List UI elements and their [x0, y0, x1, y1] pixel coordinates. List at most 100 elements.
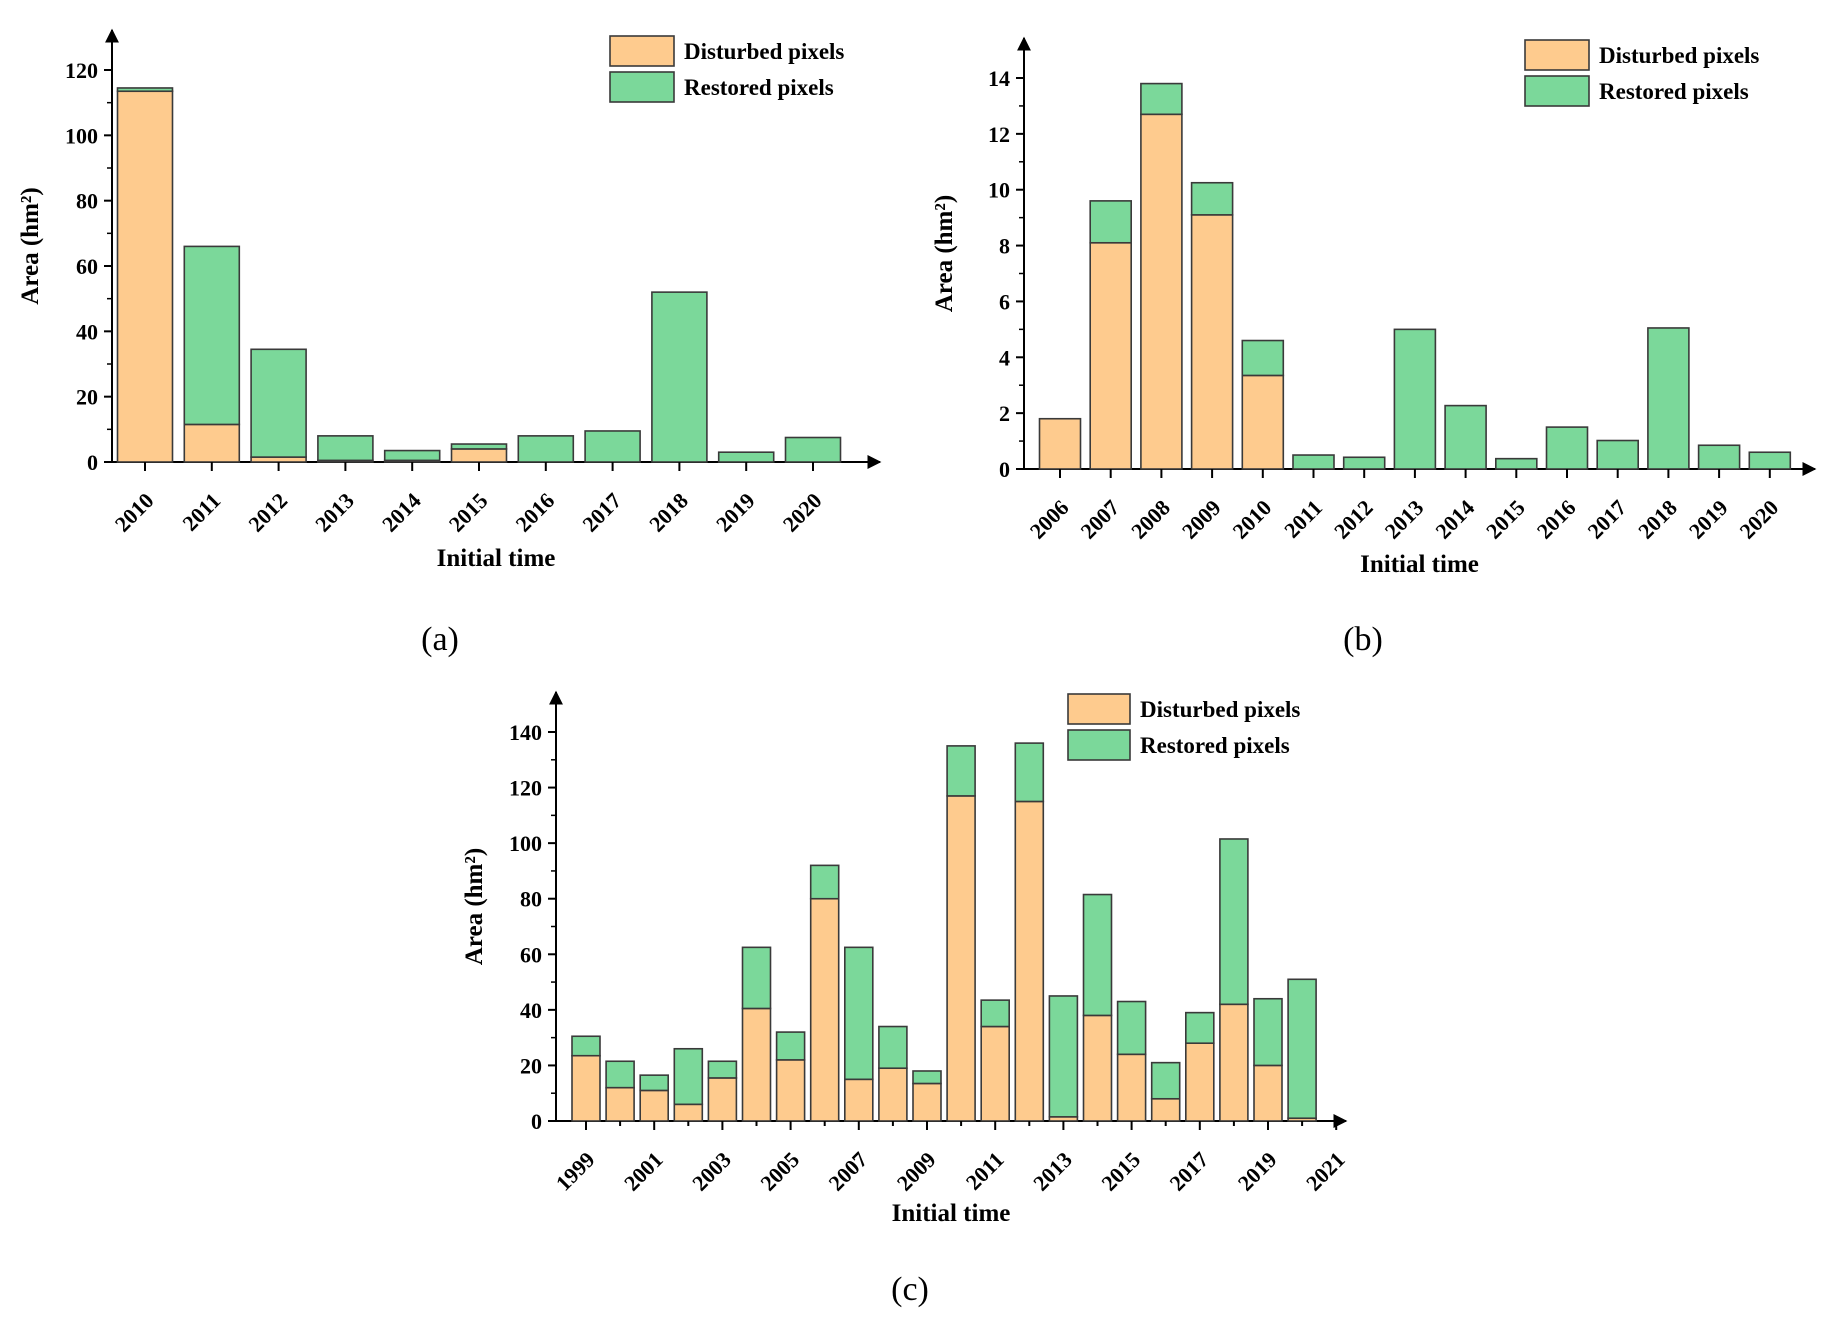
restored-bar-2001: [639, 1074, 670, 1092]
y-tick-label: 80: [76, 189, 98, 214]
restored-bar-2004: [741, 946, 772, 1010]
disturbed-bar-1999: [571, 1054, 601, 1122]
restored-bar-2011: [1292, 454, 1335, 470]
legend-swatch-disturbed: [609, 35, 675, 67]
restored-bar-2011: [980, 999, 1011, 1028]
y-tick-label: 4: [999, 345, 1010, 370]
disturbed-bar-2010: [1241, 374, 1285, 470]
restored-bar-2013: [1393, 328, 1437, 470]
disturbed-bar-2003: [707, 1077, 738, 1122]
x-tick-label: 2005: [755, 1147, 804, 1196]
disturbed-bar-2015: [450, 448, 508, 463]
x-tick-label: 2018: [644, 488, 693, 537]
x-tick-label: 1999: [551, 1147, 600, 1196]
panel-label: (b): [1343, 621, 1383, 658]
restored-bar-2012: [1014, 742, 1045, 803]
x-tick-label: 2011: [961, 1147, 1009, 1195]
restored-bar-2019: [1253, 997, 1283, 1067]
legend-label-disturbed: Disturbed pixels: [684, 39, 844, 64]
y-tick-label: 80: [520, 887, 542, 912]
x-tick-label: 2019: [711, 488, 760, 537]
restored-bar-2017: [584, 430, 641, 463]
chart-panel-a: 0 20 40 60 80 100 120 2010 2011 2012 2013 2014 2015 2…: [17, 28, 882, 658]
y-tick-label: 0: [999, 457, 1010, 482]
y-tick-label: 120: [509, 776, 542, 801]
panel-label: (a): [421, 621, 459, 658]
x-tick-label: 2019: [1684, 495, 1733, 544]
y-tick-label: 40: [520, 998, 542, 1023]
x-tick-label: 2008: [1126, 495, 1175, 544]
legend-label-disturbed: Disturbed pixels: [1599, 43, 1759, 68]
disturbed-bar-2010: [116, 90, 174, 463]
x-tick-label: 2016: [511, 488, 560, 537]
disturbed-bar-2011: [183, 423, 241, 463]
restored-bar-2014: [1082, 893, 1113, 1017]
restored-bar-2002: [673, 1047, 704, 1106]
restored-bar-2003: [707, 1060, 738, 1079]
disturbed-bar-2009: [912, 1082, 942, 1122]
x-tick-label: 2003: [687, 1147, 736, 1196]
restored-bar-2019: [1697, 444, 1741, 470]
legend-swatch-restored: [1067, 729, 1131, 761]
y-tick-label: 10: [988, 178, 1010, 203]
y-tick-label: 100: [65, 123, 98, 148]
x-tick-label: 2006: [1025, 495, 1074, 544]
restored-bar-2020: [1287, 978, 1317, 1120]
x-tick-label: 2010: [1228, 495, 1277, 544]
restored-bar-1999: [571, 1035, 601, 1057]
disturbed-bar-2006: [809, 897, 840, 1122]
x-tick-label: 2011: [177, 488, 225, 536]
disturbed-bar-2001: [639, 1089, 670, 1122]
x-tick-label: 2011: [1279, 495, 1327, 543]
legend-swatch-disturbed: [1524, 39, 1590, 71]
x-tick-label: 2009: [892, 1147, 941, 1196]
restored-bar-2012: [250, 348, 307, 458]
y-axis-title: Area (hm²): [461, 848, 488, 965]
restored-bar-2019: [717, 451, 775, 463]
x-tick-label: 2015: [444, 488, 493, 537]
x-axis-title: Initial time: [437, 545, 556, 572]
x-axis-title: Initial time: [1360, 551, 1479, 578]
restored-bar-2012: [1342, 456, 1386, 470]
restored-bar-2018: [651, 291, 708, 463]
y-tick-label: 0: [87, 450, 98, 475]
x-tick-label: 2009: [1177, 495, 1226, 544]
disturbed-bar-2008: [878, 1067, 908, 1122]
y-tick-label: 140: [509, 720, 542, 745]
restored-bar-2007: [843, 946, 874, 1081]
disturbed-bar-2012: [1014, 800, 1045, 1122]
y-tick-label: 20: [76, 385, 98, 410]
y-tick-label: 12: [988, 122, 1010, 147]
disturbed-bar-2010: [946, 795, 976, 1122]
x-tick-label: 2017: [1582, 495, 1631, 544]
restored-bar-2018: [1219, 838, 1249, 1006]
restored-bar-2009: [1190, 181, 1234, 216]
y-tick-label: 14: [988, 66, 1010, 91]
y-axis-title: Area (hm²): [17, 187, 44, 304]
disturbed-bar-2009: [1190, 214, 1234, 470]
x-tick-label: 2015: [1481, 495, 1530, 544]
panel-label: (c): [891, 1271, 929, 1308]
x-tick-label: 2012: [1329, 495, 1378, 544]
x-axis-title: Initial time: [892, 1200, 1011, 1227]
restored-bar-2015: [1495, 457, 1538, 470]
disturbed-bar-2017: [1185, 1042, 1215, 1122]
x-tick-label: 2017: [577, 488, 626, 537]
disturbed-bar-2007: [843, 1078, 874, 1122]
legend-label-disturbed: Disturbed pixels: [1140, 697, 1300, 722]
disturbed-bar-2015: [1116, 1053, 1147, 1122]
restored-bar-2015: [1116, 1000, 1147, 1056]
restored-bar-2020: [1748, 451, 1792, 470]
x-tick-label: 2013: [310, 488, 359, 537]
legend-swatch-restored: [1524, 75, 1590, 107]
disturbed-bar-2002: [673, 1103, 704, 1122]
x-tick-label: 2007: [1075, 495, 1124, 544]
y-tick-label: 40: [76, 319, 98, 344]
y-tick-label: 120: [65, 58, 98, 83]
legend-label-restored: Restored pixels: [1140, 733, 1290, 758]
restored-bar-2016: [1150, 1061, 1181, 1100]
disturbed-bar-2000: [605, 1086, 635, 1122]
y-tick-label: 100: [509, 831, 542, 856]
x-tick-label: 2001: [619, 1147, 668, 1196]
